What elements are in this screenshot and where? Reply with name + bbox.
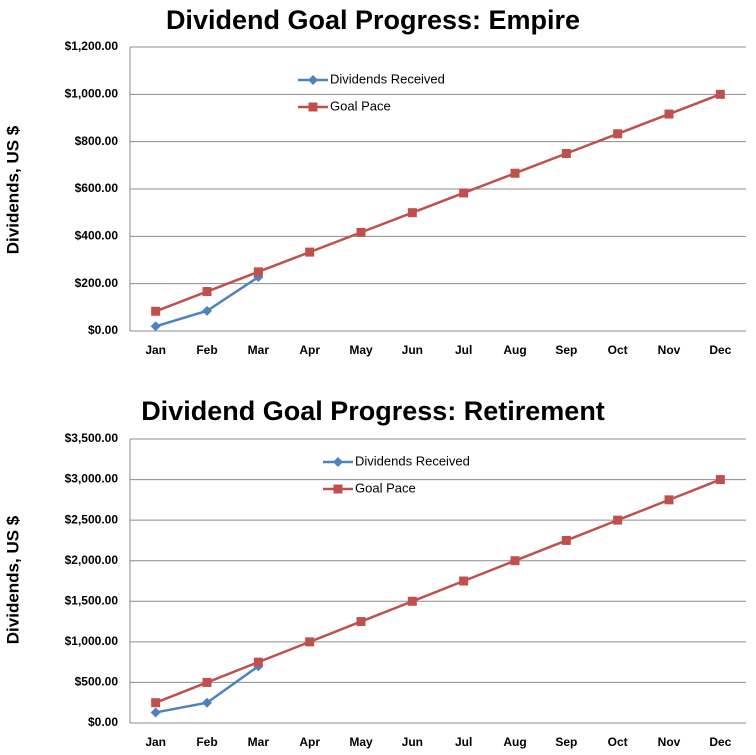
data-point	[664, 495, 674, 505]
data-point	[561, 149, 571, 158]
data-point	[202, 697, 212, 708]
y-tick-label: $0.00	[88, 323, 118, 337]
data-point	[715, 475, 725, 485]
legend-label: Goal Pace	[330, 98, 391, 113]
data-point	[305, 247, 315, 257]
data-point	[356, 617, 366, 627]
data-point	[202, 305, 212, 316]
x-tick-label: Sep	[555, 343, 577, 357]
legend-label: Dividends Received	[330, 71, 445, 86]
y-tick-label: $3,000.00	[65, 472, 119, 486]
y-tick-label: $1,500.00	[65, 593, 119, 607]
legend-marker	[308, 102, 318, 112]
chart-title: Dividend Goal Progress: Empire	[166, 5, 580, 35]
x-tick-label: Apr	[299, 735, 320, 749]
data-point	[356, 227, 366, 237]
x-tick-label: Sep	[555, 735, 577, 749]
data-point	[151, 306, 161, 316]
data-point	[407, 208, 417, 218]
data-point	[253, 657, 263, 667]
y-tick-label: $1,000.00	[65, 87, 119, 101]
data-point	[613, 129, 623, 139]
y-tick-label: $200.00	[75, 276, 119, 290]
x-tick-label: Jun	[402, 735, 423, 749]
legend-label: Dividends Received	[355, 453, 470, 468]
legend-marker	[333, 457, 343, 467]
x-tick-label: Jul	[455, 735, 472, 749]
y-tick-label: $1,000.00	[65, 634, 119, 648]
series-line	[155, 478, 721, 704]
data-point	[305, 637, 315, 647]
data-point	[510, 556, 520, 566]
series-line	[155, 93, 721, 313]
x-tick-label: Aug	[503, 735, 526, 749]
x-tick-label: Nov	[658, 735, 681, 749]
data-point	[150, 707, 161, 718]
x-tick-label: Feb	[196, 735, 217, 749]
legend-marker	[308, 75, 318, 85]
y-axis-label: Dividends, US $	[3, 515, 22, 644]
y-tick-label: $2,500.00	[65, 512, 119, 526]
y-tick-label: $600.00	[75, 181, 119, 195]
x-tick-label: May	[349, 343, 373, 357]
data-point	[459, 576, 469, 586]
data-point	[459, 188, 469, 198]
x-tick-label: Jun	[402, 343, 423, 357]
chart-title: Dividend Goal Progress: Retirement	[141, 396, 605, 426]
x-tick-label: Jul	[455, 343, 472, 357]
x-tick-label: Jan	[145, 735, 166, 749]
y-tick-label: $3,500.00	[65, 431, 119, 445]
y-tick-label: $0.00	[88, 715, 118, 729]
data-point	[407, 596, 417, 606]
data-point	[202, 287, 212, 297]
x-tick-label: Mar	[248, 343, 270, 357]
x-tick-label: Dec	[709, 735, 731, 749]
x-tick-label: Mar	[248, 735, 270, 749]
data-point	[613, 515, 623, 525]
x-tick-label: Dec	[709, 343, 731, 357]
x-tick-label: Oct	[608, 343, 628, 357]
y-tick-label: $1,200.00	[65, 39, 119, 53]
x-tick-label: Feb	[196, 343, 217, 357]
data-point	[510, 168, 520, 178]
y-tick-label: $800.00	[75, 134, 119, 148]
y-tick-label: $400.00	[75, 229, 119, 243]
data-point	[253, 267, 263, 277]
x-tick-label: Nov	[658, 343, 681, 357]
x-tick-label: May	[349, 735, 373, 749]
data-point	[202, 677, 212, 687]
x-tick-label: Apr	[299, 343, 320, 357]
y-tick-label: $500.00	[75, 675, 119, 689]
y-axis-label: Dividends, US $	[3, 125, 22, 254]
legend-label: Goal Pace	[355, 480, 416, 495]
data-point	[561, 535, 571, 545]
x-tick-label: Jan	[145, 343, 166, 357]
legend-marker	[333, 484, 343, 494]
series-line	[155, 275, 260, 328]
data-point	[664, 109, 674, 119]
data-point	[151, 698, 161, 708]
data-point	[150, 321, 161, 332]
x-tick-label: Oct	[608, 735, 628, 749]
x-tick-label: Aug	[503, 343, 526, 357]
data-point	[715, 89, 725, 99]
y-tick-label: $2,000.00	[65, 553, 119, 567]
